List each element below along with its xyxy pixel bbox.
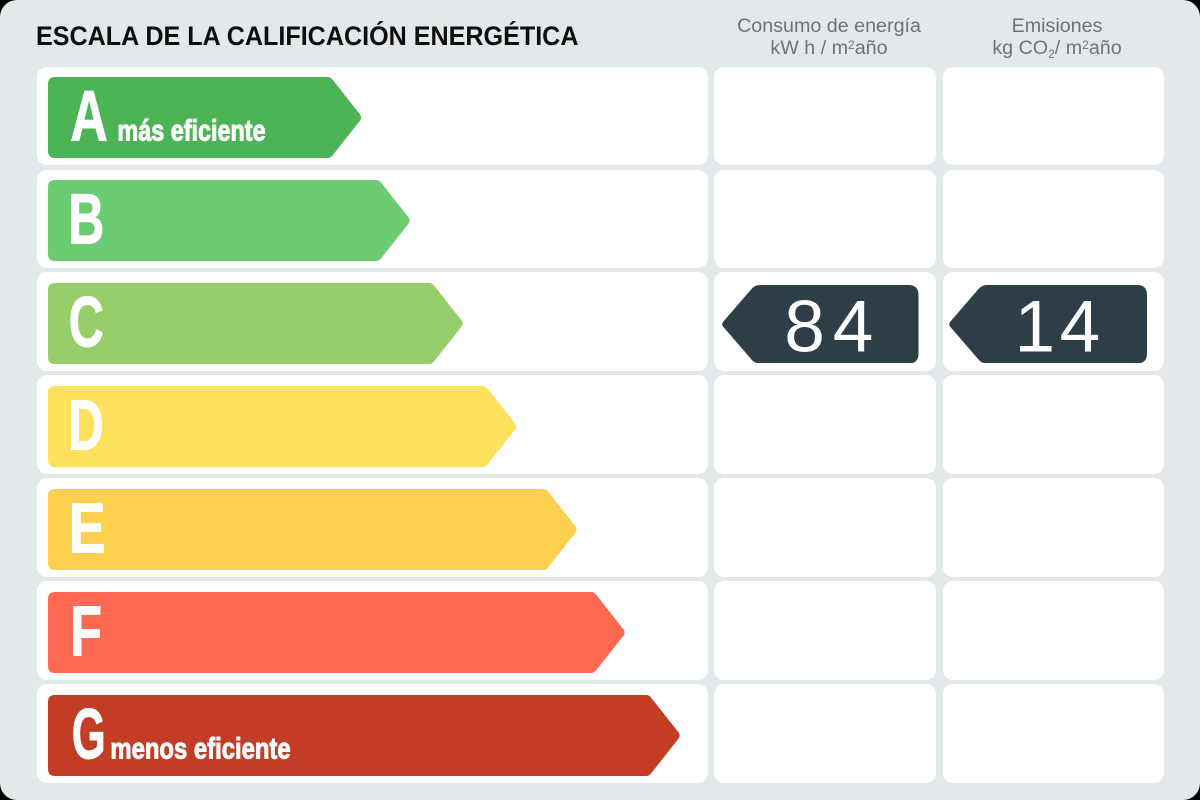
svg-text:D: D <box>68 386 104 465</box>
svg-text:G: G <box>72 696 106 774</box>
svg-text:14: 14 <box>1015 286 1105 363</box>
svg-text:84: 84 <box>784 286 881 363</box>
svg-text:B: B <box>68 180 104 260</box>
svg-text:A: A <box>70 78 108 157</box>
svg-text:más eficiente: más eficiente <box>117 114 265 147</box>
svg-text:E: E <box>69 489 106 568</box>
svg-text:menos eficiente: menos eficiente <box>110 731 290 765</box>
svg-text:C: C <box>69 283 104 362</box>
svg-text:F: F <box>70 592 102 671</box>
